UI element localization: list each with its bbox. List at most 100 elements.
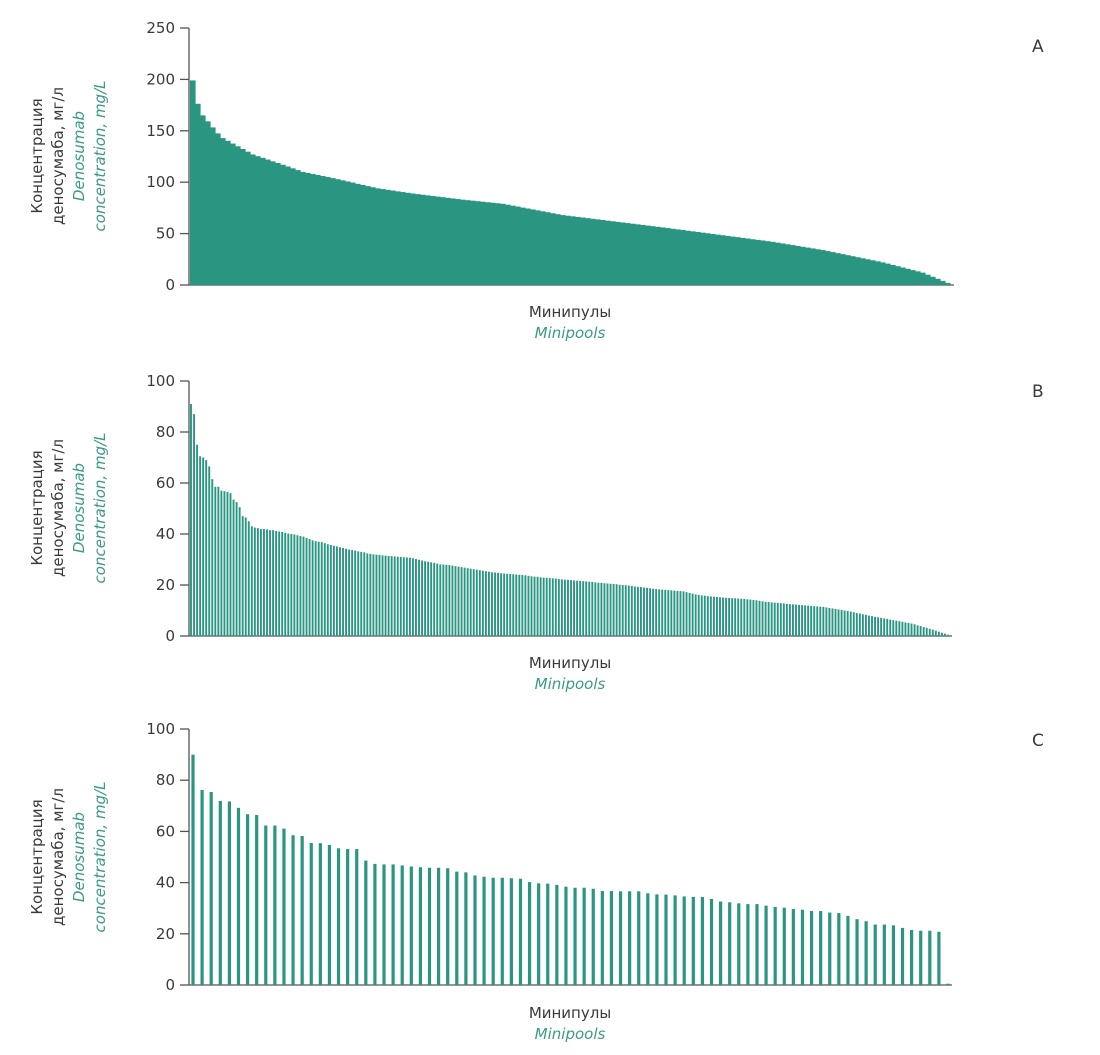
bar <box>211 479 214 636</box>
bar <box>916 625 919 636</box>
bar <box>250 526 253 636</box>
bar <box>712 596 715 636</box>
bar <box>600 891 604 985</box>
bar <box>728 902 732 985</box>
area-segment <box>520 207 526 285</box>
bar <box>244 517 247 636</box>
area-segment <box>510 205 516 285</box>
bar <box>387 555 390 636</box>
area-segment <box>225 140 231 285</box>
bar <box>825 607 828 636</box>
bar <box>364 860 368 985</box>
bar <box>928 930 932 985</box>
bar <box>919 626 922 636</box>
bar <box>430 562 433 636</box>
bar <box>442 564 445 636</box>
area-segment <box>215 133 221 285</box>
bar <box>886 618 889 636</box>
area-segment <box>840 254 846 285</box>
bar <box>515 574 518 636</box>
x-axis-label-ru: Минипулы <box>529 303 611 321</box>
area-segment <box>830 252 836 285</box>
bar <box>649 588 652 636</box>
y-tick-label: 20 <box>156 925 175 943</box>
bar <box>652 588 655 636</box>
bar <box>455 871 459 985</box>
bar <box>245 814 250 985</box>
bar <box>342 548 344 636</box>
bar <box>570 580 572 636</box>
bar <box>819 911 823 985</box>
area-segment <box>920 272 926 285</box>
bar <box>469 568 472 636</box>
area-segment <box>790 245 796 285</box>
bar <box>421 560 423 636</box>
y-tick-label: 60 <box>156 474 175 492</box>
bar <box>855 613 858 636</box>
bar <box>764 601 767 636</box>
bar <box>585 581 588 636</box>
bar <box>487 571 490 636</box>
area-segment <box>710 234 716 285</box>
bar <box>795 604 797 636</box>
bar <box>208 466 211 636</box>
area-segment <box>470 200 476 285</box>
area-segment <box>380 189 386 285</box>
bar <box>673 895 677 985</box>
bar <box>676 590 679 636</box>
bar <box>691 593 694 636</box>
area-segment <box>855 257 861 285</box>
area-segment <box>925 274 931 285</box>
area-segment <box>275 162 281 285</box>
bar <box>691 896 695 985</box>
bar <box>773 602 776 636</box>
area-segment <box>480 201 486 285</box>
area-segment <box>685 230 691 285</box>
bar <box>308 539 311 636</box>
bar <box>779 603 782 636</box>
bar <box>503 573 506 636</box>
y-tick-label: 100 <box>146 372 175 390</box>
area-segment <box>535 210 541 285</box>
area-segment <box>760 240 766 285</box>
area-segment <box>340 180 346 285</box>
area-segment <box>765 241 771 285</box>
bar <box>536 576 539 636</box>
area-segment <box>360 184 366 285</box>
bar <box>709 596 712 636</box>
bar <box>864 614 867 636</box>
bar <box>287 533 290 636</box>
bar <box>415 558 417 636</box>
bar <box>831 608 834 636</box>
area-segment <box>580 217 586 285</box>
bar <box>670 590 673 636</box>
area-segment <box>640 224 646 285</box>
bar <box>509 878 513 985</box>
bar <box>871 616 873 636</box>
bar <box>255 815 259 985</box>
area-segment <box>635 224 641 285</box>
area-segment <box>290 168 296 285</box>
area-segment <box>935 278 941 285</box>
bar <box>901 621 904 636</box>
bar <box>761 601 764 636</box>
bar <box>424 561 427 636</box>
bar <box>329 544 332 636</box>
area-segment <box>700 232 706 285</box>
bar <box>609 583 612 636</box>
bar <box>746 599 749 636</box>
bar <box>451 565 454 636</box>
area-segment <box>240 149 246 285</box>
bar <box>624 585 627 636</box>
area-segment <box>440 197 446 285</box>
bar <box>843 610 846 636</box>
bar <box>466 568 469 636</box>
x-axis-label-ru: Минипулы <box>529 654 611 672</box>
bar <box>326 544 329 636</box>
area-segment <box>395 191 401 285</box>
bar <box>399 556 402 636</box>
bar <box>703 595 706 636</box>
bar <box>816 606 819 636</box>
area-segment <box>230 143 236 285</box>
bar <box>810 605 813 636</box>
